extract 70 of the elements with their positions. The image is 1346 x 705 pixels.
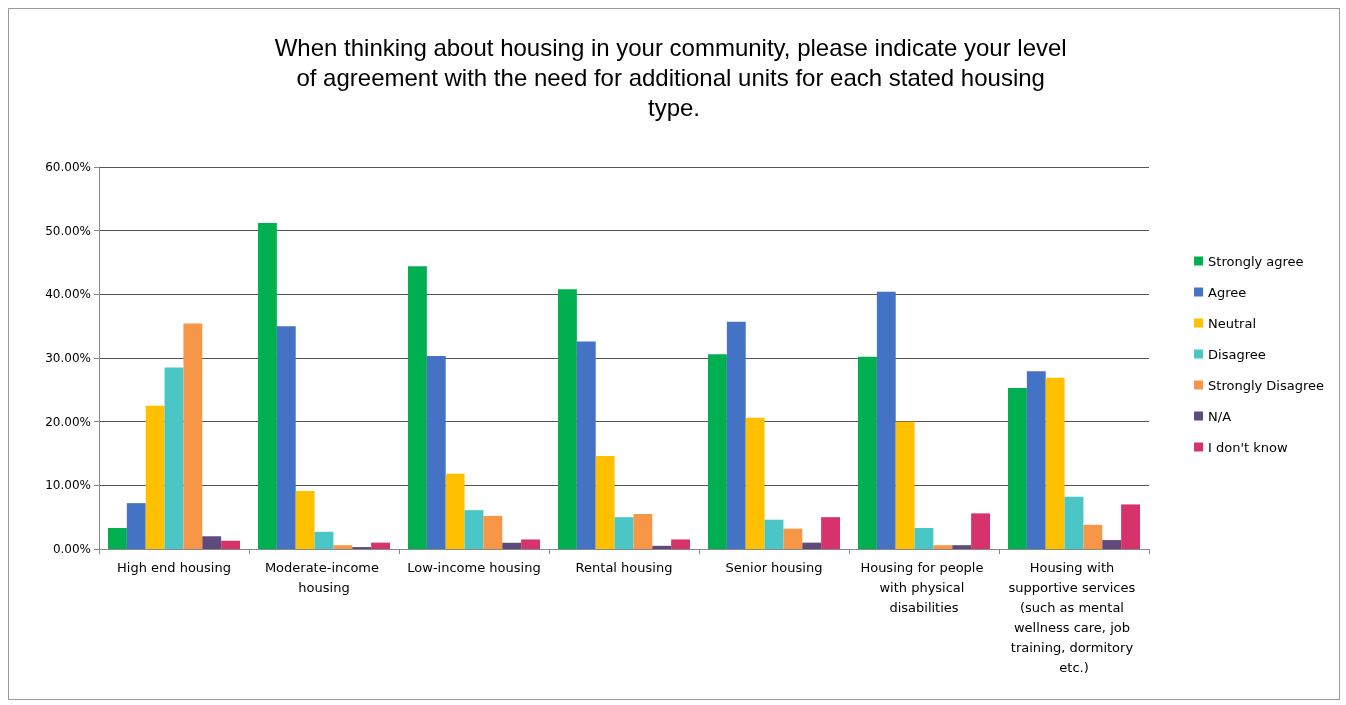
bar <box>164 367 184 549</box>
y-tick-label: 10.00% <box>45 478 91 493</box>
bar <box>633 513 653 549</box>
bar <box>802 542 822 549</box>
bar <box>126 503 146 549</box>
bar <box>221 540 240 549</box>
bar <box>1121 504 1140 549</box>
bar <box>1045 377 1065 549</box>
bar <box>952 545 972 549</box>
bar <box>1083 524 1103 549</box>
bar <box>933 545 953 549</box>
x-tick-label: Moderate-income housing <box>264 559 384 595</box>
bar <box>445 473 465 549</box>
bar <box>558 289 577 549</box>
bar <box>876 291 896 549</box>
bar <box>145 405 165 549</box>
bar <box>314 531 334 549</box>
bar <box>726 321 746 549</box>
y-tick-label: 30.00% <box>45 351 91 365</box>
chart-title: When thinking about housing in your community, please indicate your level of agreement with the need for additional units for each stated housing type. <box>274 33 1074 121</box>
bar <box>502 542 522 549</box>
bar <box>652 545 672 549</box>
x-tick-label: Rental housing <box>575 559 673 575</box>
x-tick-label: Housing with supportive services (such as mental wellness care, job training, dormitory etc.) <box>1008 559 1140 675</box>
bar <box>895 421 915 549</box>
y-tick-label: 0.00% <box>52 542 91 556</box>
bar <box>671 539 690 549</box>
x-tick-label: High end housing <box>117 559 231 575</box>
y-tick-label: 50.00% <box>45 223 91 238</box>
legend-label: Strongly Disagree <box>1208 377 1325 393</box>
y-tick-label: 60.00% <box>45 160 91 174</box>
x-tick-label: Senior housing <box>725 559 823 575</box>
bar <box>483 515 503 549</box>
bar <box>576 341 596 549</box>
legend-label: I don't know <box>1208 439 1288 455</box>
bar <box>464 510 484 549</box>
bar <box>614 517 634 549</box>
bar <box>258 223 277 549</box>
bar <box>1102 540 1122 549</box>
bar <box>333 545 353 549</box>
bar <box>595 456 615 549</box>
bar <box>914 527 934 549</box>
bar <box>295 491 315 549</box>
bar <box>408 266 427 549</box>
bar <box>783 528 803 549</box>
bar <box>1064 496 1084 549</box>
bar <box>108 527 127 549</box>
bar <box>426 356 446 549</box>
bar <box>521 539 540 549</box>
bar <box>1026 371 1046 549</box>
x-tick-label: Housing for people with physical disabilities <box>860 559 988 615</box>
legend-label: N/A <box>1208 408 1232 424</box>
bar <box>183 323 203 549</box>
bar <box>1008 387 1027 549</box>
bar <box>371 542 390 549</box>
bar <box>764 519 784 549</box>
bar <box>821 517 840 549</box>
legend-label: Strongly agree <box>1208 253 1304 269</box>
y-tick-label: 20.00% <box>45 414 91 429</box>
bar <box>971 513 990 549</box>
y-tick-label: 40.00% <box>45 287 91 302</box>
legend-label: Agree <box>1208 284 1247 300</box>
x-tick-label: Low-income housing <box>407 559 541 575</box>
bar <box>745 417 765 549</box>
bar <box>202 536 222 549</box>
bar <box>708 354 727 549</box>
bar <box>276 326 296 549</box>
legend-label: Disagree <box>1208 346 1266 362</box>
bar <box>858 356 877 549</box>
legend-label: Neutral <box>1208 315 1257 331</box>
